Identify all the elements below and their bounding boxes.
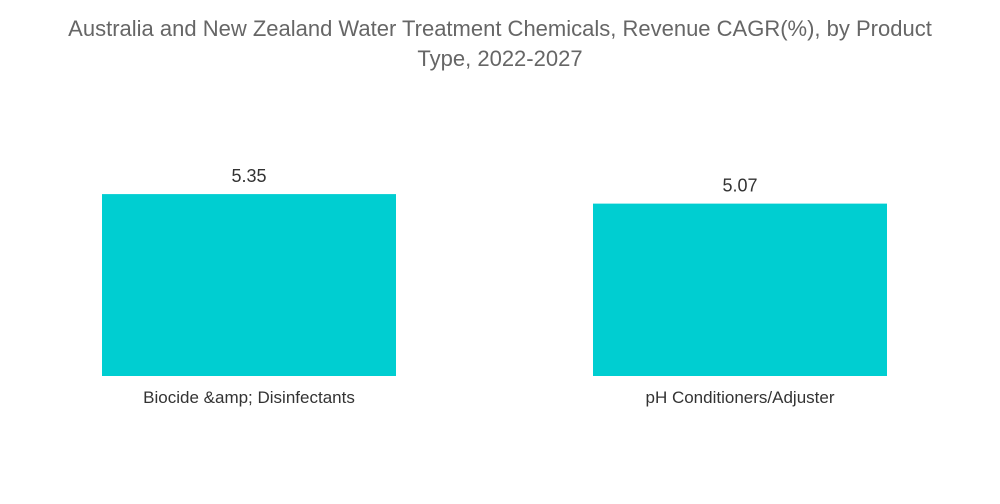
category-label-biocide-disinfectants: Biocide &amp; Disinfectants bbox=[143, 388, 355, 407]
plot-area: 5.35 5.07 Biocide &amp; Disinfectants pH… bbox=[102, 166, 887, 407]
value-label-biocide-disinfectants: 5.35 bbox=[231, 166, 266, 186]
chart-title-line-2: Type, 2022-2027 bbox=[417, 46, 583, 71]
bar-biocide-disinfectants bbox=[102, 194, 396, 376]
chart-title: Australia and New Zealand Water Treatmen… bbox=[0, 14, 1000, 74]
bar-ph-conditioners bbox=[593, 203, 887, 376]
value-label-ph-conditioners: 5.07 bbox=[722, 176, 757, 196]
chart-title-line-1: Australia and New Zealand Water Treatmen… bbox=[68, 16, 932, 41]
category-label-ph-conditioners: pH Conditioners/Adjuster bbox=[646, 388, 835, 407]
